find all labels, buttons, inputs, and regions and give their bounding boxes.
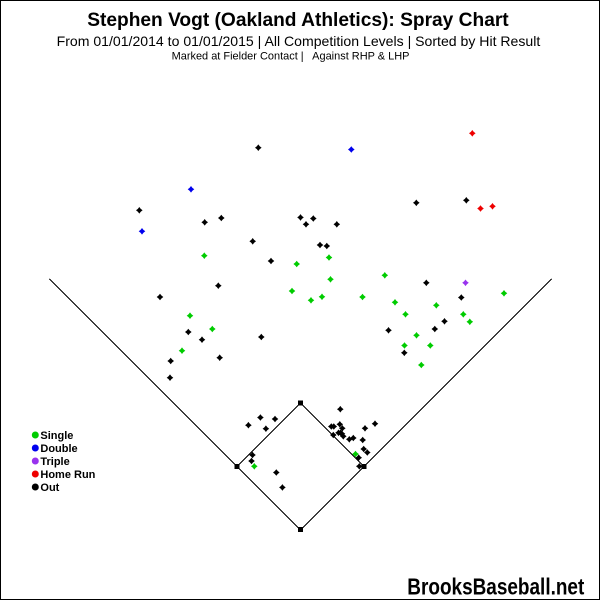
svg-text:Triple: Triple bbox=[40, 456, 69, 468]
svg-text:Double: Double bbox=[40, 443, 77, 455]
svg-text:From 01/01/2014 to 01/01/2015: From 01/01/2014 to 01/01/2015 | All Comp… bbox=[57, 33, 541, 49]
svg-text:BrooksBaseball.net: BrooksBaseball.net bbox=[407, 574, 584, 600]
svg-text:Stephen Vogt (Oakland Athletic: Stephen Vogt (Oakland Athletics): Spray … bbox=[87, 9, 509, 31]
svg-text:Home Run: Home Run bbox=[40, 469, 95, 481]
svg-text:Marked at Fielder Contact |: Marked at Fielder Contact | Against RHP … bbox=[172, 50, 410, 62]
svg-text:Single: Single bbox=[40, 430, 73, 442]
svg-text:Out: Out bbox=[40, 482, 59, 494]
